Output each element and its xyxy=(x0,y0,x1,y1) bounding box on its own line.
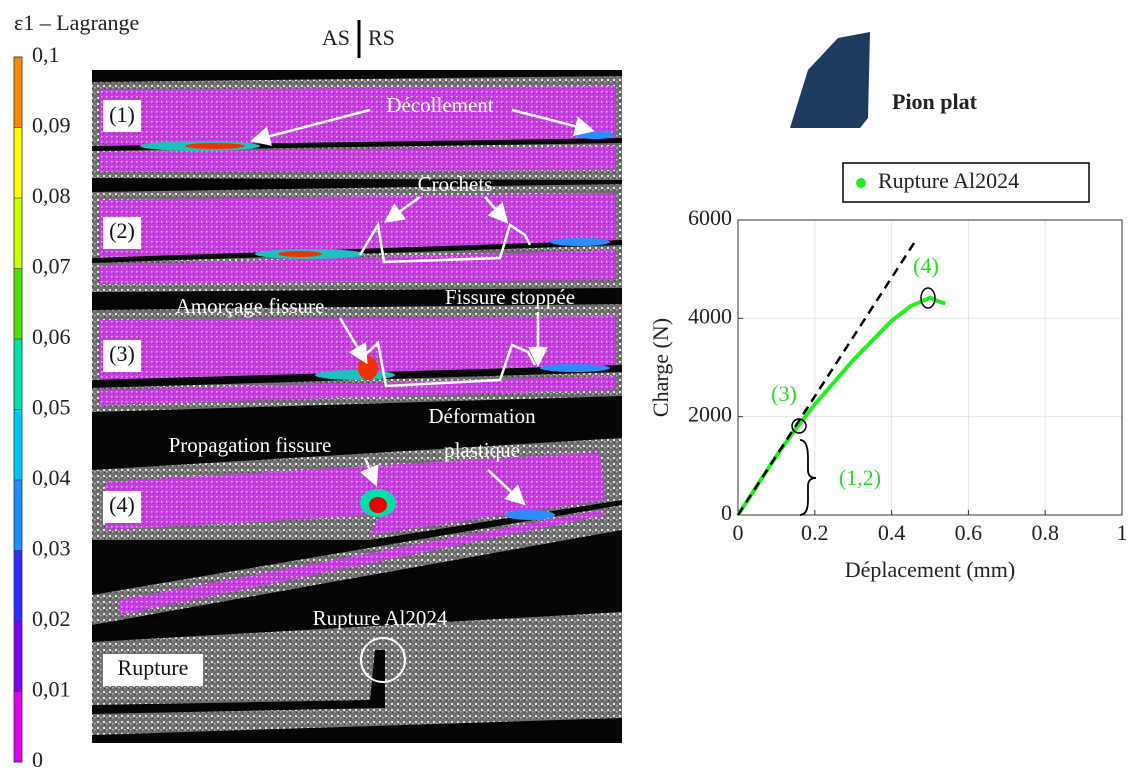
annotation: Décollement xyxy=(386,93,493,117)
colorbar-tick-label: 0,06 xyxy=(32,324,71,349)
colorbar-segment xyxy=(14,621,22,692)
colorbar-segment xyxy=(14,409,22,480)
annotation: plastique xyxy=(444,438,520,462)
colorbar-tick-label: 0,03 xyxy=(32,536,71,561)
chart-annotation: (4) xyxy=(913,253,939,278)
annotation: Amorçage fissure xyxy=(176,294,325,318)
x-tick-label: 0.4 xyxy=(878,520,906,545)
marker-circle xyxy=(920,287,936,309)
side-label: AS xyxy=(322,25,350,50)
colorbar-tick-label: 0,02 xyxy=(32,606,71,631)
y-tick-label: 4000 xyxy=(688,303,732,328)
colorbar-tick-label: 0,1 xyxy=(32,42,60,67)
plot-area xyxy=(738,220,1122,515)
x-tick-label: 0.2 xyxy=(801,520,829,545)
y-tick-label: 0 xyxy=(721,500,732,525)
tool-label: Pion plat xyxy=(892,89,978,114)
colorbar-frame xyxy=(13,56,23,763)
annotation: Crochets xyxy=(418,172,493,196)
legend-marker xyxy=(856,178,866,188)
y-tick-label: 6000 xyxy=(688,205,732,230)
tool-icon xyxy=(790,32,870,128)
colorbar-segment xyxy=(14,198,22,269)
series-line xyxy=(736,241,916,516)
panel-label: (4) xyxy=(109,492,135,517)
x-tick-label: 1 xyxy=(1117,520,1128,545)
series-line xyxy=(736,295,946,517)
y-axis-label: Charge (N) xyxy=(648,318,673,417)
dic-images xyxy=(92,70,622,743)
colorbar-segment xyxy=(14,480,22,551)
legend-box xyxy=(842,162,1090,203)
axes-frame xyxy=(737,219,1123,516)
panel-label: (2) xyxy=(109,218,135,243)
colorbar-segment xyxy=(14,268,22,339)
colorbar-tick-label: 0,01 xyxy=(32,677,71,702)
side-label: RS xyxy=(368,25,395,50)
marker-circle xyxy=(791,418,807,434)
colorbar-tick-label: 0,08 xyxy=(32,183,71,208)
brace xyxy=(799,439,817,516)
y-tick-label: 2000 xyxy=(688,402,732,427)
colorbar-tick-label: 0,05 xyxy=(32,395,71,420)
annotations: Décollement Crochets Amorçage fissure Fi… xyxy=(169,93,575,630)
x-axis-label: Déplacement (mm) xyxy=(845,557,1015,582)
x-tick-label: 0.8 xyxy=(1031,520,1059,545)
arrows xyxy=(250,108,595,506)
x-tick-label: 0 xyxy=(733,520,744,545)
colorbar-segment xyxy=(14,691,22,762)
x-tick-label: 0.6 xyxy=(955,520,983,545)
colorbar-tick-label: 0,07 xyxy=(32,254,71,279)
colorbar-tick-label: 0 xyxy=(32,747,43,771)
colorbar-tick-label: 0,09 xyxy=(32,113,71,138)
colorbar-segment xyxy=(14,127,22,198)
panel-label: (1) xyxy=(109,102,135,127)
annotation: Rupture Al2024 xyxy=(313,606,448,630)
chart-annotation: (3) xyxy=(771,381,797,406)
colorbar-segment xyxy=(14,57,22,128)
panel-labels: (1) (2) (3) (4) Rupture xyxy=(103,100,203,686)
annotation: Déformation xyxy=(428,404,536,428)
annotation: Propagation fissure xyxy=(169,433,332,457)
colorbar-segment xyxy=(14,550,22,621)
panel-label: (3) xyxy=(109,341,135,366)
colorbar: 0 0,01 0,02 0,03 0,04 0,05 0,06 0,07 0,08 0,09 0,1 xyxy=(13,42,71,771)
chart-annotation: (1,2) xyxy=(839,465,881,490)
colorbar-segment xyxy=(14,339,22,410)
panel-label: Rupture xyxy=(118,655,189,680)
chart: 0 0.2 0.4 0.6 0.8 1 0 2000 4000 6000 Déplacement (… xyxy=(648,162,1128,582)
legend-label: Rupture Al2024 xyxy=(878,168,1019,193)
colorbar-title: ε1 – Lagrange xyxy=(14,10,139,35)
colorbar-tick-label: 0,04 xyxy=(32,465,71,490)
annotation: Fissure stoppée xyxy=(445,285,575,309)
